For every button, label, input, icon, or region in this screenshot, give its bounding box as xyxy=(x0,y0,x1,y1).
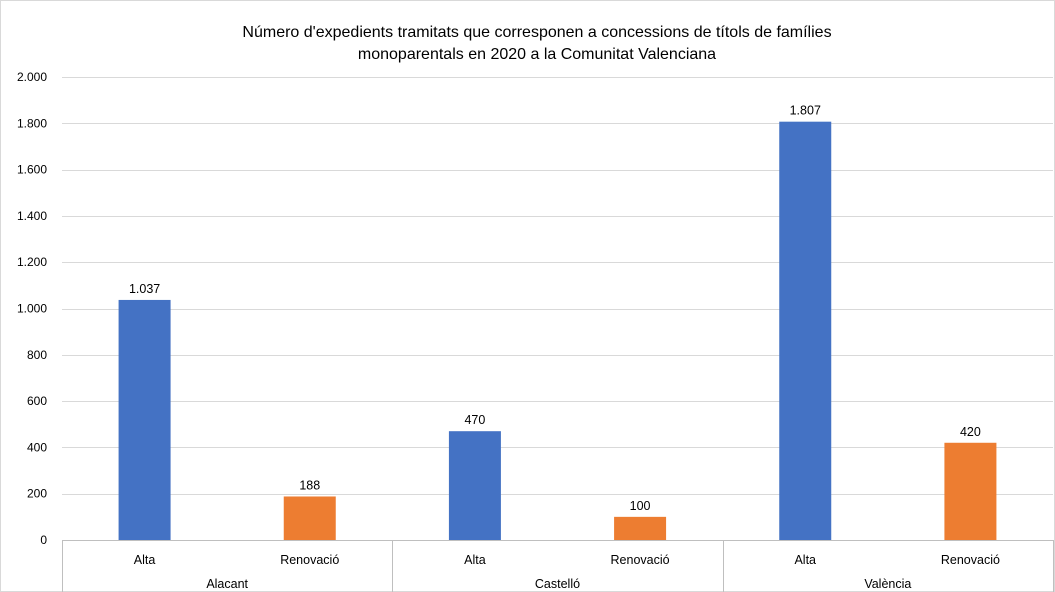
x-group-label-alacant: Alacant xyxy=(206,577,248,591)
bar-alacant-alta xyxy=(118,299,171,540)
y-tick-label-800: 800 xyxy=(27,348,47,362)
y-tick-label-200: 200 xyxy=(27,487,47,501)
x-axis: Alta Renovació Alta Renovació Alta Renovació A… xyxy=(62,540,1054,592)
data-label: 470 xyxy=(464,413,485,427)
y-tick-label-400: 400 xyxy=(27,440,47,454)
x-category-label: Renovació xyxy=(611,553,670,567)
y-tick-label-1000: 1.000 xyxy=(17,302,47,316)
x-category-label: Alta xyxy=(134,553,156,567)
y-axis-ticks: 0 200 400 600 800 1.000 1.200 1.400 1.600 1.800 2.… xyxy=(17,70,47,547)
data-labels: 1.037 188 470 100 1.807 420 xyxy=(129,104,981,513)
bar-valència-renovació xyxy=(944,442,997,540)
bar-castelló-alta xyxy=(448,431,501,540)
gridlines xyxy=(62,77,1053,495)
bar-castelló-renovació xyxy=(614,516,667,540)
y-tick-label-1200: 1.200 xyxy=(17,255,47,269)
x-category-label: Alta xyxy=(464,553,486,567)
data-label: 188 xyxy=(299,478,320,492)
x-category-label: Alta xyxy=(794,553,816,567)
data-label: 100 xyxy=(630,499,651,513)
y-tick-label-1400: 1.400 xyxy=(17,209,47,223)
y-tick-label-1600: 1.600 xyxy=(17,163,47,177)
data-label: 1.037 xyxy=(129,282,160,296)
y-tick-label-1800: 1.800 xyxy=(17,116,47,130)
y-tick-label-600: 600 xyxy=(27,394,47,408)
x-group-label-valència: València xyxy=(864,577,911,591)
chart-title-line-2: monoparentals en 2020 a la Comunitat Val… xyxy=(358,46,716,63)
data-label: 420 xyxy=(960,425,981,439)
bars xyxy=(118,121,997,540)
bar-valència-alta xyxy=(779,121,832,540)
y-tick-label-2000: 2.000 xyxy=(17,70,47,84)
x-group-label-castelló: Castelló xyxy=(535,577,580,591)
x-category-label: Renovació xyxy=(941,553,1000,567)
chart-title-line-1: Número d'expedients tramitats que corres… xyxy=(242,24,831,41)
bar-alacant-renovació xyxy=(283,496,336,540)
x-category-label: Renovació xyxy=(280,553,339,567)
data-label: 1.807 xyxy=(790,104,821,118)
y-tick-label-0: 0 xyxy=(40,533,47,547)
